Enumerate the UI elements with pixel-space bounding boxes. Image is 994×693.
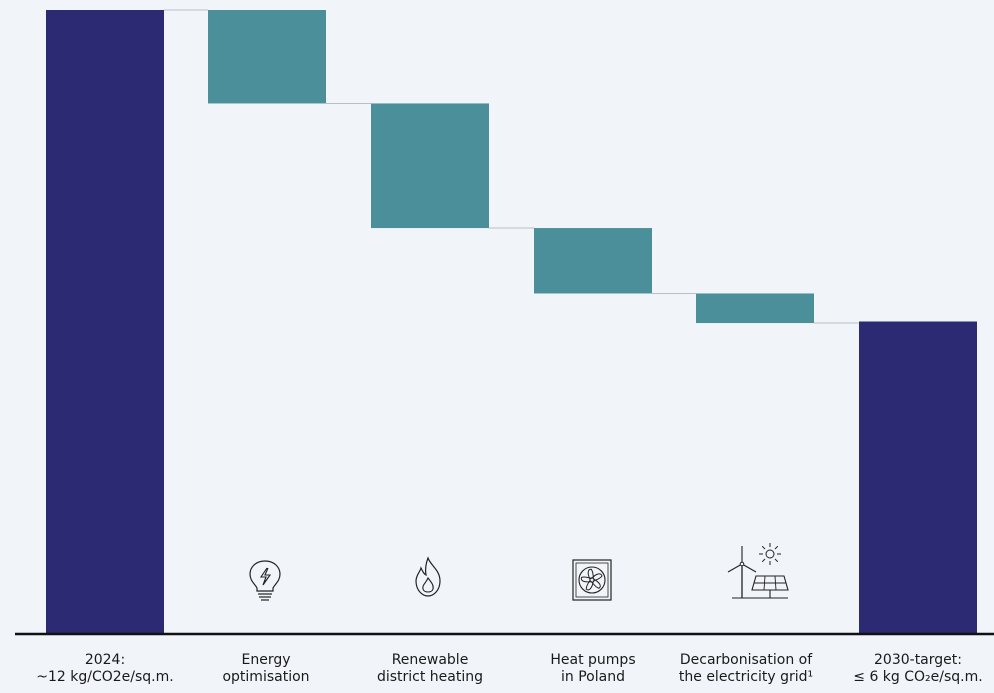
category-label-line: the electricity grid¹ (678, 669, 814, 685)
category-label-line: 2024: (84, 652, 126, 668)
category-label-line: ≤ 6 kg CO₂e/sq.m. (853, 669, 983, 685)
category-label: Heat pumps in Poland (508, 652, 678, 686)
category-label-line: Energy (241, 652, 291, 668)
reduction-bar (208, 10, 326, 104)
total-bar (46, 10, 164, 633)
category-label: Decarbonisation of the electricity grid¹ (661, 652, 831, 686)
category-label-line: Heat pumps (550, 652, 636, 668)
category-label: 2024: ~12 kg/CO2e/sq.m. (20, 652, 190, 686)
category-label-line: Decarbonisation of (679, 652, 813, 668)
wind-solar-icon (727, 543, 789, 599)
category-label-line: in Poland (561, 669, 625, 685)
category-label: Energy optimisation (181, 652, 351, 686)
category-label-line: Renewable (391, 652, 469, 668)
lightbulb-icon (249, 560, 281, 601)
total-bar (859, 321, 977, 633)
category-label: 2030-target: ≤ 6 kg CO₂e/sq.m. (833, 652, 994, 686)
heat-pump-fan-icon (572, 559, 612, 601)
reduction-bar (696, 293, 814, 324)
category-label: Renewable district heating (345, 652, 515, 686)
category-label-line: district heating (376, 669, 484, 685)
category-label-line: optimisation (222, 669, 310, 685)
category-label-line: 2030-target: (874, 652, 962, 668)
flame-icon (415, 556, 441, 597)
category-label-line: ~12 kg/CO2e/sq.m. (36, 669, 174, 685)
reduction-bar (371, 103, 489, 229)
reduction-bar (534, 228, 652, 294)
